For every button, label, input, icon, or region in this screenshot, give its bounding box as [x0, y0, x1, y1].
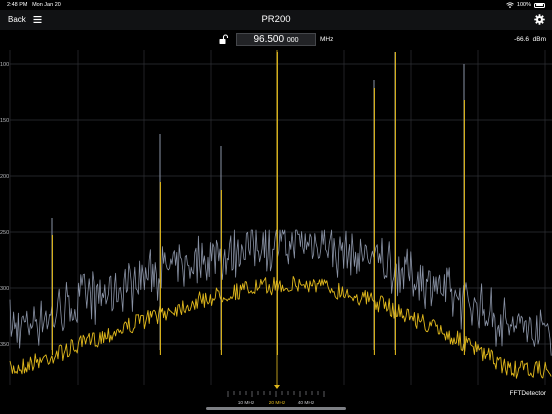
y-label: 150 — [0, 118, 9, 124]
span-pointer-icon — [274, 385, 280, 389]
status-date-text: Mon Jan 20 — [32, 2, 61, 8]
y-label: 100 — [0, 62, 9, 68]
unlocked-padlock-icon[interactable] — [218, 34, 229, 45]
hamburger-menu-icon[interactable] — [33, 15, 42, 24]
level-value: -66.6 — [514, 36, 529, 43]
gear-icon[interactable] — [534, 14, 545, 25]
wifi-icon — [506, 2, 514, 8]
back-button[interactable]: Back — [8, 15, 26, 24]
page-title: PR200 — [261, 14, 291, 25]
y-axis-labels: 100 150 200 250 300 350 — [0, 62, 9, 348]
status-time: 2:48 PM Mon Jan 20 — [7, 2, 61, 8]
frequency-main: 96.500 — [253, 34, 285, 45]
y-label: 250 — [0, 230, 9, 236]
navigation-bar: Back PR200 — [0, 10, 552, 30]
span-selector[interactable]: 10 MHz 20 MHz 40 MHz — [0, 385, 552, 407]
frequency-unit: MHz — [320, 36, 334, 43]
level-readout: -66.6 dBm — [514, 36, 546, 43]
frequency-bar: 96.500 000 MHz -66.6 dBm — [0, 30, 552, 50]
span-label: 10 MHz — [238, 400, 255, 406]
max-hold-trace — [9, 229, 552, 356]
y-label: 300 — [0, 286, 9, 292]
span-label: 40 MHz — [298, 400, 315, 406]
home-indicator[interactable] — [206, 407, 346, 410]
level-unit: dBm — [532, 36, 546, 43]
y-label: 200 — [0, 174, 9, 180]
battery-percent: 100% — [516, 2, 531, 8]
battery-icon — [534, 2, 545, 8]
span-label: 20 MHz — [269, 400, 286, 406]
frequency-fraction: 000 — [286, 37, 299, 44]
spectrum-display[interactable]: 100 150 200 250 300 350 — [0, 50, 552, 385]
live-trace — [9, 275, 552, 379]
y-label: 350 — [0, 342, 9, 348]
spectrum-grid — [9, 50, 552, 385]
status-right: 100% — [506, 2, 545, 8]
signal-peaks — [51, 52, 465, 355]
status-bar: 2:48 PM Mon Jan 20 100% — [0, 0, 552, 10]
status-time-text: 2:48 PM — [7, 2, 28, 8]
frequency-input[interactable]: 96.500 000 — [236, 33, 316, 46]
detector-label: FFTDetector — [509, 390, 546, 397]
